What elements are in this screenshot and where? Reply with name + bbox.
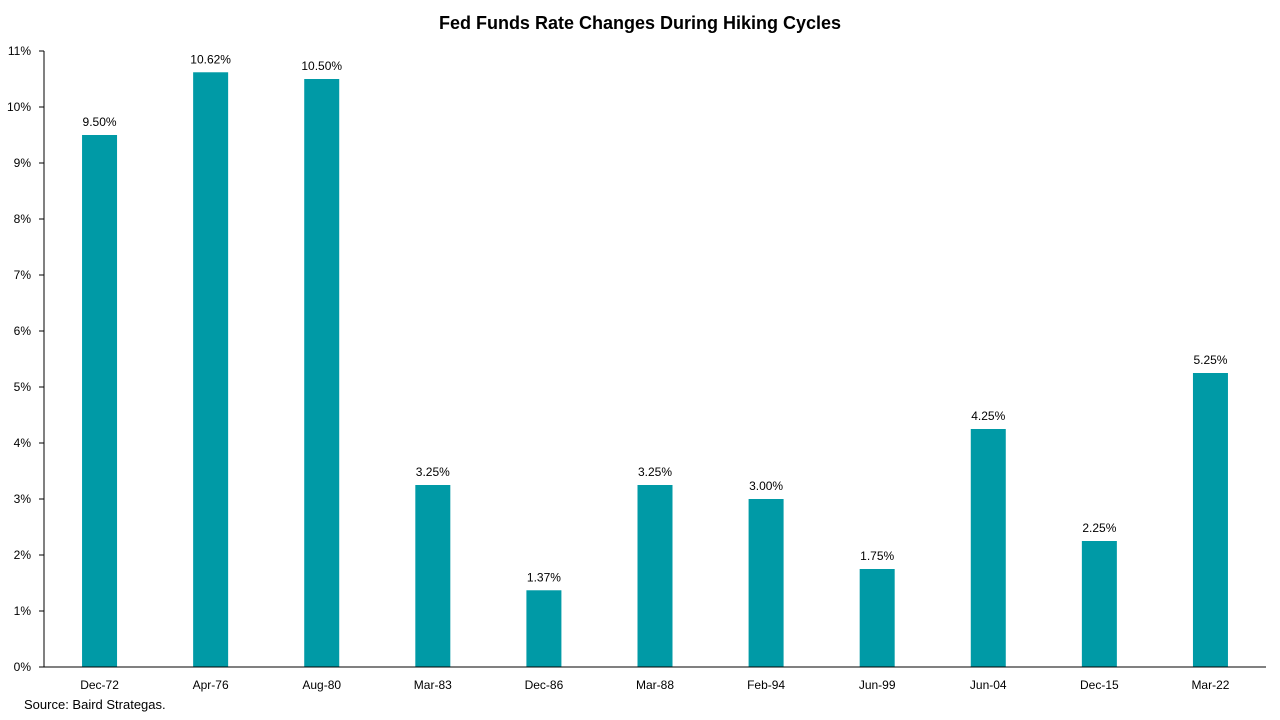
source-note: Source: Baird Strategas.: [24, 697, 166, 712]
bar: [859, 569, 895, 667]
y-axis: 0% 1% 2% 3% 4% 5% 6% 7% 8% 9% 10% 11%: [7, 44, 45, 674]
y-tick-label: 1%: [14, 604, 32, 618]
x-tick-label: Mar-22: [1191, 678, 1229, 692]
bar-data-label: 10.50%: [301, 59, 342, 73]
chart-title: Fed Funds Rate Changes During Hiking Cyc…: [439, 13, 841, 33]
bar-data-label: 2.25%: [1082, 521, 1116, 535]
y-tick-label: 4%: [14, 436, 32, 450]
x-tick-label: Dec-86: [525, 678, 564, 692]
bar: [970, 429, 1006, 667]
bar: [1081, 541, 1117, 667]
bar-data-label: 5.25%: [1193, 353, 1227, 367]
x-tick-label: Jun-99: [859, 678, 896, 692]
y-tick-label: 3%: [14, 492, 32, 506]
y-tick-label: 11%: [8, 44, 31, 58]
x-tick-label: Dec-15: [1080, 678, 1119, 692]
y-tick-label: 5%: [14, 380, 32, 394]
bar: [82, 135, 118, 667]
bar: [304, 79, 340, 667]
bar-data-label: 4.25%: [971, 409, 1005, 423]
bar-data-label: 1.75%: [860, 549, 894, 563]
x-tick-label: Apr-76: [193, 678, 229, 692]
y-tick-label: 2%: [14, 548, 32, 562]
x-tick-label: Aug-80: [302, 678, 341, 692]
x-tick-label: Jun-04: [970, 678, 1007, 692]
bar: [526, 590, 562, 667]
bar: [637, 485, 673, 667]
bar: [415, 485, 451, 667]
bar-data-label: 3.00%: [749, 479, 783, 493]
y-tick-label: 9%: [14, 156, 32, 170]
y-tick-label: 8%: [14, 212, 32, 226]
x-tick-label: Mar-83: [414, 678, 452, 692]
bar-data-label: 9.50%: [83, 115, 117, 129]
y-tick-label: 7%: [14, 268, 32, 282]
bar: [1192, 373, 1228, 667]
x-tick-label: Mar-88: [636, 678, 674, 692]
y-tick-label: 0%: [14, 660, 32, 674]
bar-data-label: 3.25%: [638, 465, 672, 479]
bar-data-label: 10.62%: [190, 52, 231, 66]
y-tick-label: 10%: [7, 100, 31, 114]
bar: [748, 499, 784, 667]
bar: [193, 72, 229, 667]
x-tick-label: Dec-72: [80, 678, 119, 692]
x-tick-label: Feb-94: [747, 678, 785, 692]
y-tick-label: 6%: [14, 324, 32, 338]
bar-data-label: 3.25%: [416, 465, 450, 479]
bars: 9.50% 10.62% 10.50% 3.25% 1.37% 3.25% 3.00% 1.7…: [82, 52, 1228, 667]
x-axis: Dec-72 Apr-76 Aug-80 Mar-83 Dec-86 Mar-88 Feb-…: [44, 666, 1266, 692]
bar-data-label: 1.37%: [527, 570, 561, 584]
